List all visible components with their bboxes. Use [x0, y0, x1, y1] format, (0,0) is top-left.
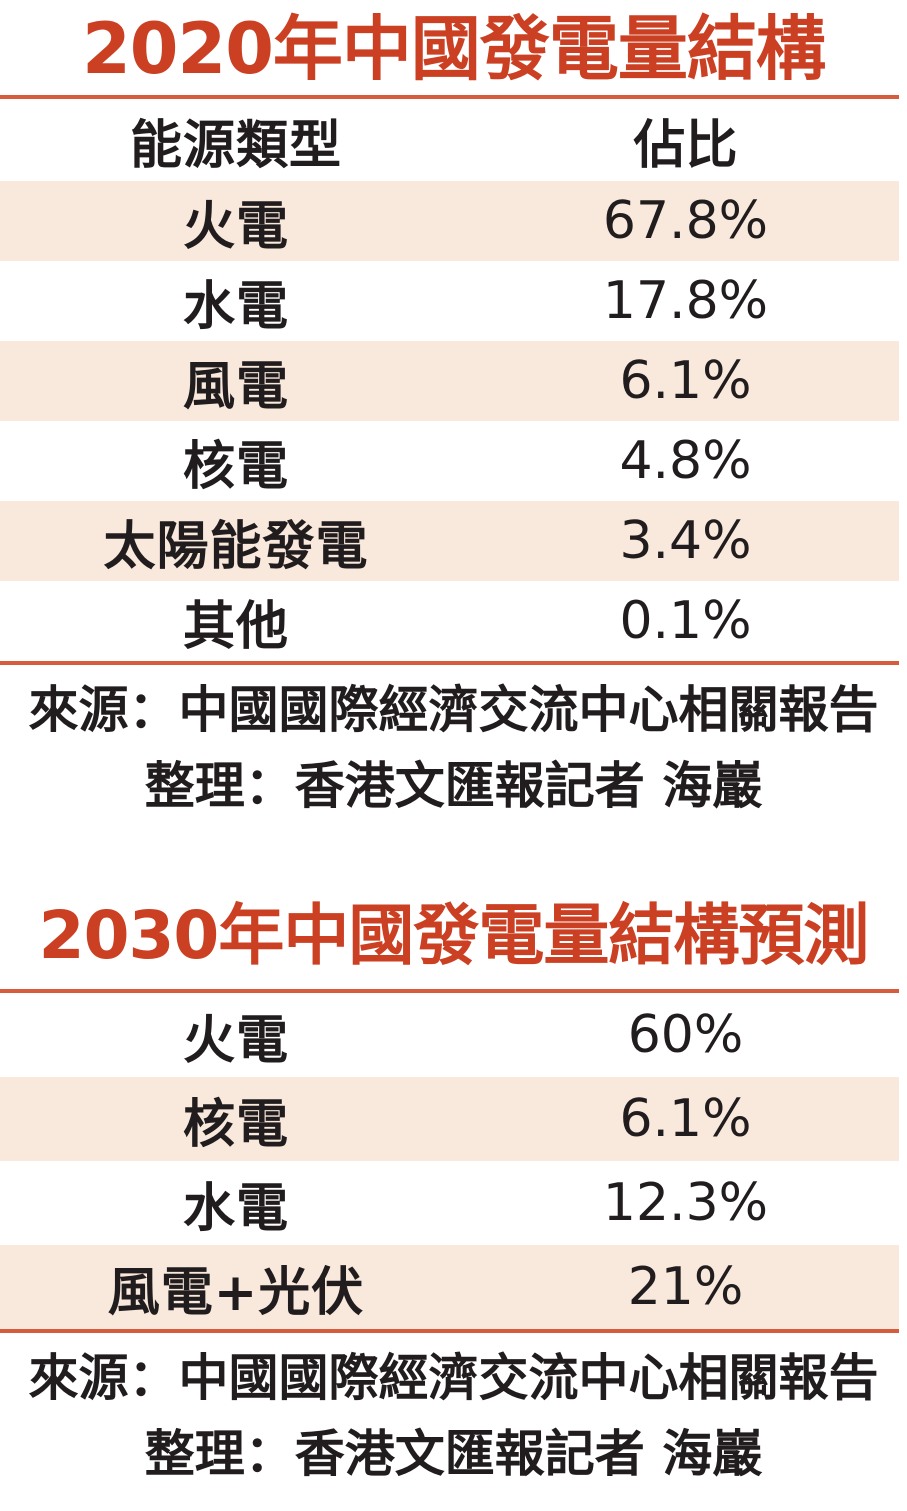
row-value: 6.1% — [619, 351, 752, 411]
row-value: 12.3% — [602, 1173, 769, 1233]
divider-rule — [0, 989, 899, 993]
table-row: 其他 0.1% — [0, 581, 899, 661]
row-label: 太陽能發電 — [103, 516, 369, 577]
row-value: 0.1% — [619, 591, 752, 651]
table2-title: 2030年中國發電量結構預測 — [38, 897, 870, 974]
column-header-energy-type: 能源類型 — [129, 115, 342, 176]
row-label: 核電 — [182, 1094, 289, 1155]
row-label: 其他 — [182, 596, 289, 657]
row-value: 21% — [627, 1257, 744, 1317]
table-row: 火電 60% — [0, 993, 899, 1077]
table1-title: 2020年中國發電量結構 — [82, 8, 826, 90]
table2-compiled-line: 整理：香港文匯報記者 海巖 — [144, 1425, 763, 1483]
table-2020: 能源類型 佔比 火電 67.8% 水電 17.8% 風電 6.1% 核電 4.8… — [0, 99, 899, 661]
table1-compiled-line: 整理：香港文匯報記者 海巖 — [144, 757, 763, 815]
row-label: 水電 — [182, 1178, 289, 1239]
row-value: 60% — [627, 1005, 744, 1065]
table-row: 風電 6.1% — [0, 341, 899, 421]
table-row: 核電 6.1% — [0, 1077, 899, 1161]
row-label: 火電 — [182, 1010, 289, 1071]
table-row: 風電+光伏 21% — [0, 1245, 899, 1329]
divider-rule — [0, 661, 899, 665]
row-label: 火電 — [182, 196, 289, 257]
table-row: 火電 67.8% — [0, 181, 899, 261]
column-header-share: 佔比 — [633, 115, 738, 176]
row-value: 6.1% — [619, 1089, 752, 1149]
table1-source-line: 來源：中國國際經濟交流中心相關報告 — [28, 681, 879, 739]
divider-rule — [0, 1329, 899, 1333]
row-label: 風電 — [182, 356, 289, 417]
table-row: 水電 17.8% — [0, 261, 899, 341]
row-label: 風電+光伏 — [107, 1262, 365, 1323]
table2-source-line: 來源：中國國際經濟交流中心相關報告 — [28, 1349, 879, 1407]
row-label: 水電 — [182, 276, 289, 337]
table-row: 太陽能發電 3.4% — [0, 501, 899, 581]
table-row: 核電 4.8% — [0, 421, 899, 501]
row-value: 3.4% — [619, 511, 752, 571]
row-label: 核電 — [182, 436, 289, 497]
infographic-sheet: 2020年中國發電量結構 能源類型 佔比 火電 67.8% 水電 17.8% 風… — [0, 6, 907, 1511]
row-value: 4.8% — [619, 431, 752, 491]
row-value: 67.8% — [602, 191, 769, 251]
table-row: 水電 12.3% — [0, 1161, 899, 1245]
row-value: 17.8% — [602, 271, 769, 331]
divider-rule — [0, 95, 899, 99]
table1-header-row: 能源類型 佔比 — [0, 99, 899, 181]
table-2030: 火電 60% 核電 6.1% 水電 12.3% 風電+光伏 21% — [0, 993, 899, 1329]
